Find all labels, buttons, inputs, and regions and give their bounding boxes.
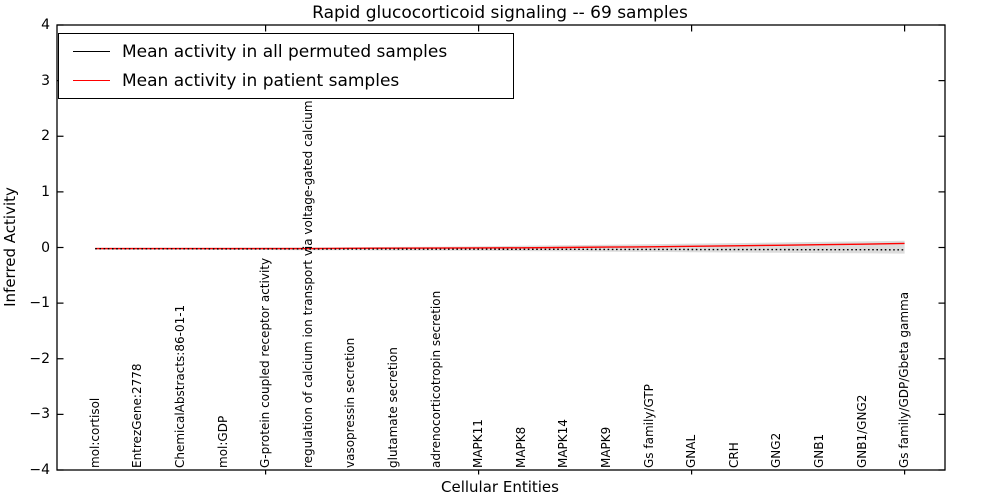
legend-label: Mean activity in patient samples [122, 70, 400, 91]
legend: Mean activity in all permuted samples Me… [58, 33, 514, 99]
chart-title: Rapid glucocorticoid signaling -- 69 sam… [312, 3, 688, 23]
legend-line-sample-red [73, 80, 110, 81]
legend-item-permuted: Mean activity in all permuted samples [59, 41, 513, 63]
permuted-mean-line [95, 247, 905, 251]
y-axis-label: Inferred Activity [1, 187, 19, 307]
legend-label: Mean activity in all permuted samples [122, 41, 448, 62]
legend-item-patient: Mean activity in patient samples [59, 70, 513, 92]
legend-line-sample-black [73, 51, 110, 52]
x-axis-label: Cellular Entities [441, 478, 559, 496]
